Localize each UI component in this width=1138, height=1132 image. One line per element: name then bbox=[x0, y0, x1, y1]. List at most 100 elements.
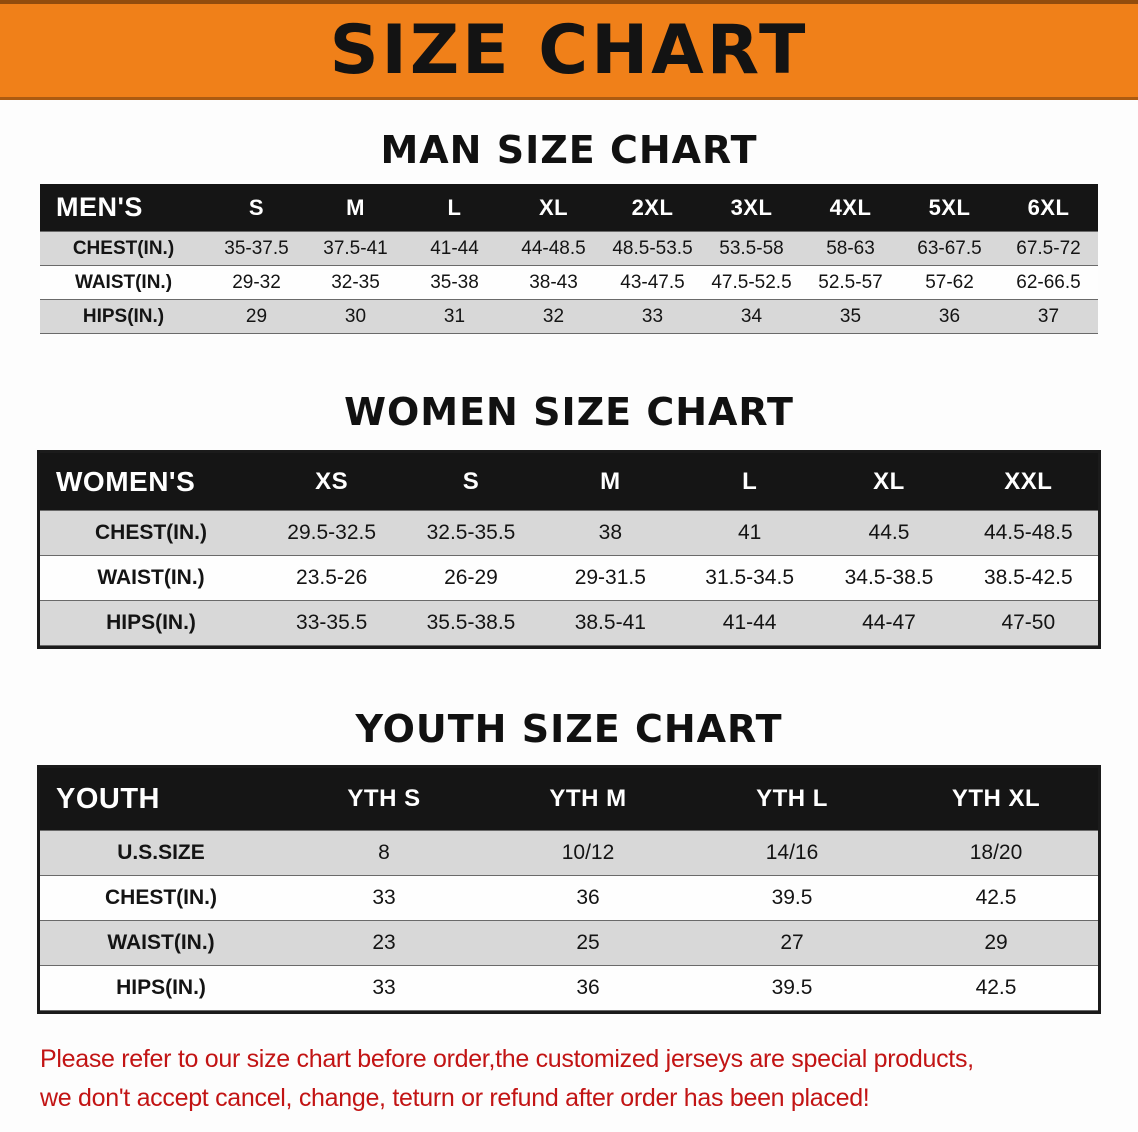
size-column-header: L bbox=[679, 453, 820, 511]
size-value-cell: 26-29 bbox=[444, 566, 498, 589]
size-value-cell: 31.5-34.5 bbox=[705, 566, 795, 589]
table-title-cell: MEN'S bbox=[40, 184, 207, 232]
row-label: WAIST(IN.) bbox=[97, 566, 205, 589]
size-value-cell: 36 bbox=[576, 886, 600, 909]
size-table: WOMEN'S XS S M L XL XXL CHEST(IN.) 29.5-32.5 32.5… bbox=[40, 453, 1098, 646]
size-value-cell: 38 bbox=[598, 521, 622, 544]
size-column-header: M bbox=[306, 184, 405, 232]
size-column-header: 6XL bbox=[999, 184, 1098, 232]
size-value-cell: 29 bbox=[984, 931, 1008, 954]
size-value-cell: 57-62 bbox=[925, 271, 974, 293]
disclaimer-line-2: we don't accept cancel, change, teturn o… bbox=[40, 1083, 870, 1112]
size-value-cell: 34 bbox=[740, 305, 763, 327]
size-column-header: XS bbox=[262, 453, 402, 511]
size-column-header: L bbox=[405, 184, 504, 232]
table-row: HIPS(IN.) 29 30 31 32 33 34 35 36 37 bbox=[40, 299, 1098, 334]
size-value-cell: 52.5-57 bbox=[818, 271, 883, 293]
table-row: CHEST(IN.) 33 36 39.5 42.5 bbox=[40, 875, 1098, 921]
size-value-cell: 38.5-42.5 bbox=[983, 566, 1073, 589]
size-value-cell: 39.5 bbox=[771, 886, 813, 909]
size-value-cell: 29-31.5 bbox=[574, 566, 646, 589]
size-value-cell: 47-50 bbox=[1001, 611, 1056, 634]
size-value-cell: 42.5 bbox=[975, 886, 1017, 909]
size-value-cell: 62-66.5 bbox=[1016, 271, 1081, 293]
table-row: WAIST(IN.) 29-32 32-35 35-38 38-43 43-47.5 47.… bbox=[40, 265, 1098, 300]
table-row: CHEST(IN.) 29.5-32.5 32.5-35.5 38 41 44.5 44.5… bbox=[40, 510, 1098, 556]
size-column-header: 4XL bbox=[801, 184, 900, 232]
size-value-cell: 44-47 bbox=[862, 611, 916, 634]
row-label: HIPS(IN.) bbox=[82, 305, 165, 327]
women-size-chart-section: WOMEN SIZE CHART WOMEN'S XS S M L XL XXL CHEST(… bbox=[0, 390, 1138, 649]
man-size-table: MEN'S S M L XL 2XL 3XL 4XL 5XL 6XL CHEST(IN.) 35-37… bbox=[40, 184, 1098, 334]
man-size-chart-heading: MAN SIZE CHART bbox=[380, 128, 758, 172]
size-value-cell: 47.5-52.5 bbox=[711, 271, 792, 293]
youth-size-chart-heading: YOUTH SIZE CHART bbox=[355, 707, 783, 751]
size-column-header: 5XL bbox=[900, 184, 999, 232]
size-value-cell: 10/12 bbox=[561, 841, 615, 864]
size-value-cell: 41-44 bbox=[722, 611, 777, 634]
size-value-cell: 43-47.5 bbox=[620, 271, 685, 293]
table-row: WAIST(IN.) 23 25 27 29 bbox=[40, 920, 1098, 966]
size-value-cell: 23 bbox=[372, 931, 396, 954]
size-value-cell: 32 bbox=[542, 305, 565, 327]
table-row: U.S.SIZE 8 10/12 14/16 18/20 bbox=[40, 830, 1098, 876]
size-value-cell: 27 bbox=[780, 931, 804, 954]
size-value-cell: 32-35 bbox=[331, 271, 380, 293]
size-value-cell: 38-43 bbox=[529, 271, 578, 293]
table-header-row: WOMEN'S XS S M L XL XXL bbox=[40, 453, 1098, 511]
size-value-cell: 14/16 bbox=[765, 841, 819, 864]
row-label: HIPS(IN.) bbox=[106, 611, 196, 634]
size-value-cell: 67.5-72 bbox=[1016, 237, 1081, 259]
table-header-row: YOUTH YTH S YTH M YTH L YTH XL bbox=[40, 768, 1098, 831]
size-value-cell: 18/20 bbox=[969, 841, 1023, 864]
size-column-header: S bbox=[207, 184, 306, 232]
size-column-header: 2XL bbox=[603, 184, 702, 232]
size-value-cell: 35 bbox=[839, 305, 862, 327]
size-value-cell: 30 bbox=[344, 305, 367, 327]
size-value-cell: 36 bbox=[576, 976, 600, 999]
size-value-cell: 39.5 bbox=[771, 976, 813, 999]
size-value-cell: 29-32 bbox=[232, 271, 281, 293]
table-header-row: MEN'S S M L XL 2XL 3XL 4XL 5XL 6XL bbox=[40, 184, 1098, 232]
size-value-cell: 48.5-53.5 bbox=[612, 237, 693, 259]
size-value-cell: 42.5 bbox=[975, 976, 1017, 999]
size-column-header: XL bbox=[504, 184, 603, 232]
size-value-cell: 63-67.5 bbox=[917, 237, 982, 259]
size-value-cell: 33 bbox=[372, 886, 396, 909]
youth-size-table: YOUTH YTH S YTH M YTH L YTH XL U.S.SIZE 8 10/12… bbox=[37, 765, 1101, 1014]
size-value-cell: 29 bbox=[245, 305, 268, 327]
table-title-cell: YOUTH bbox=[40, 768, 282, 831]
size-column-header: XXL bbox=[958, 453, 1098, 511]
row-label: WAIST(IN.) bbox=[74, 271, 173, 293]
disclaimer-line-1: Please refer to our size chart before or… bbox=[40, 1045, 974, 1073]
size-value-cell: 35-38 bbox=[430, 271, 479, 293]
size-value-cell: 44-48.5 bbox=[521, 237, 586, 259]
table-row: CHEST(IN.) 35-37.5 37.5-41 41-44 44-48.5 48.5… bbox=[40, 231, 1098, 266]
size-value-cell: 58-63 bbox=[826, 237, 875, 259]
size-chart-banner: SIZE CHART bbox=[0, 0, 1138, 100]
table-title-cell: WOMEN'S bbox=[40, 453, 262, 511]
size-column-header: YTH L bbox=[690, 768, 894, 831]
size-value-cell: 38.5-41 bbox=[574, 611, 646, 634]
row-label: HIPS(IN.) bbox=[116, 976, 206, 999]
size-value-cell: 33 bbox=[372, 976, 396, 999]
size-value-cell: 37 bbox=[1037, 305, 1060, 327]
size-value-cell: 29.5-32.5 bbox=[287, 521, 377, 544]
size-table: MEN'S S M L XL 2XL 3XL 4XL 5XL 6XL CHEST(IN.) 35-37… bbox=[40, 184, 1098, 334]
table-row: WAIST(IN.) 23.5-26 26-29 29-31.5 31.5-34.5 34… bbox=[40, 555, 1098, 601]
table-row: HIPS(IN.) 33-35.5 35.5-38.5 38.5-41 41-44 44-… bbox=[40, 600, 1098, 646]
size-value-cell: 33 bbox=[641, 305, 664, 327]
size-value-cell: 53.5-58 bbox=[719, 237, 784, 259]
row-label: CHEST(IN.) bbox=[105, 886, 217, 909]
page-title: SIZE CHART bbox=[329, 10, 809, 90]
size-value-cell: 32.5-35.5 bbox=[426, 521, 516, 544]
size-column-header: YTH S bbox=[282, 768, 486, 831]
size-column-header: 3XL bbox=[702, 184, 801, 232]
table-row: HIPS(IN.) 33 36 39.5 42.5 bbox=[40, 965, 1098, 1011]
women-size-table: WOMEN'S XS S M L XL XXL CHEST(IN.) 29.5-32.5 32.5… bbox=[37, 450, 1101, 649]
size-value-cell: 23.5-26 bbox=[296, 566, 368, 589]
size-value-cell: 44.5 bbox=[868, 521, 910, 544]
size-column-header: S bbox=[401, 453, 541, 511]
size-value-cell: 25 bbox=[576, 931, 600, 954]
size-column-header: M bbox=[540, 453, 680, 511]
